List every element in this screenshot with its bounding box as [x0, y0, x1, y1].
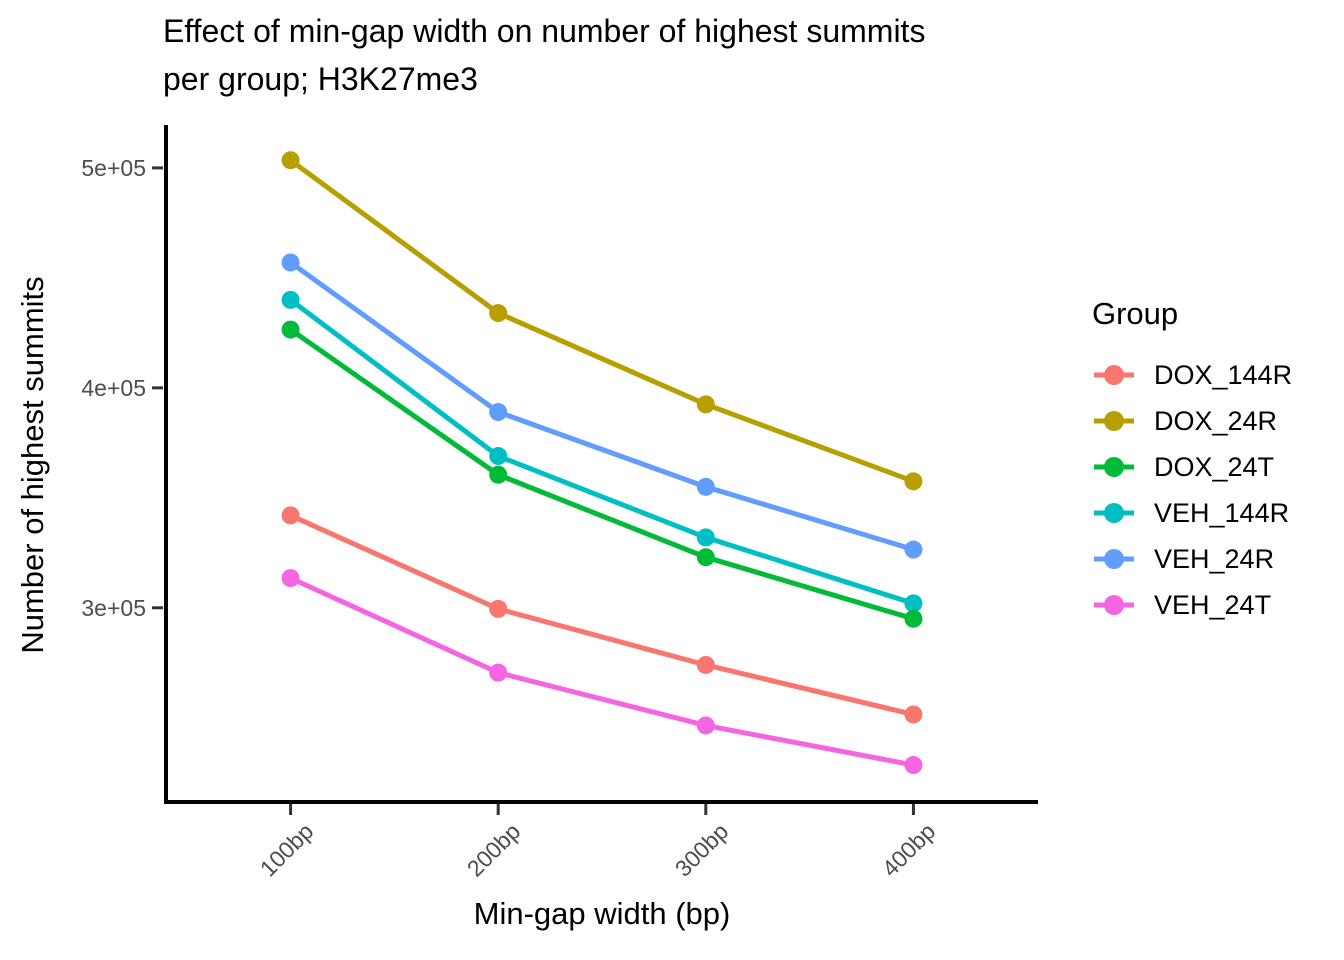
- data-point-DOX_24T-300bp: [696, 548, 715, 567]
- legend-item-label: VEH_24R: [1154, 543, 1275, 574]
- data-point-VEH_24R-100bp: [281, 253, 300, 272]
- data-point-DOX_144R-400bp: [904, 705, 923, 724]
- series-line-VEH_24R: [289, 260, 915, 552]
- legend-item-label: VEH_144R: [1154, 497, 1290, 528]
- legend-key-icon: [1094, 411, 1134, 431]
- legend-items: DOX_144R DOX_24R DOX_24T VEH_144R VEH_24R VEH…: [1092, 352, 1292, 628]
- series-line-VEH_24T: [289, 575, 914, 768]
- legend-item-VEH_144R: VEH_144R: [1092, 490, 1292, 536]
- data-point-VEH_24R-200bp: [489, 403, 508, 422]
- data-point-DOX_24R-400bp: [904, 472, 923, 491]
- data-point-DOX_24R-300bp: [696, 395, 715, 414]
- data-point-DOX_24T-400bp: [904, 609, 923, 628]
- data-point-VEH_24R-300bp: [696, 477, 715, 496]
- data-point-DOX_144R-100bp: [281, 506, 300, 525]
- data-point-DOX_24R-200bp: [489, 304, 508, 323]
- chart-title: Effect of min-gap width on number of hig…: [163, 13, 926, 97]
- data-point-VEH_144R-200bp: [489, 447, 508, 466]
- data-point-VEH_144R-300bp: [696, 528, 715, 547]
- data-point-DOX_24T-200bp: [489, 465, 508, 484]
- legend-key-icon: [1094, 457, 1134, 477]
- data-point-VEH_24T-300bp: [696, 716, 715, 735]
- legend-item-label: VEH_24T: [1154, 589, 1272, 620]
- data-point-VEH_144R-100bp: [281, 290, 300, 309]
- legend-item-DOX_24R: DOX_24R: [1092, 398, 1292, 444]
- x-axis-title: Min-gap width (bp): [473, 896, 731, 931]
- data-point-DOX_24R-100bp: [281, 151, 300, 170]
- y-tick-label: 3e+05: [81, 594, 146, 621]
- legend-key-icon: [1094, 595, 1134, 615]
- legend-item-DOX_144R: DOX_144R: [1092, 352, 1292, 398]
- y-axis-title: Number of highest summits: [15, 276, 50, 654]
- legend-title: Group: [1092, 296, 1179, 331]
- data-point-DOX_144R-200bp: [489, 599, 508, 618]
- data-point-VEH_24T-100bp: [281, 569, 300, 588]
- data-point-VEH_24R-400bp: [904, 540, 923, 559]
- legend-item-label: DOX_24R: [1154, 405, 1278, 436]
- series-line-DOX_24R: [289, 158, 915, 484]
- legend-item-VEH_24T: VEH_24T: [1092, 582, 1292, 628]
- legend-key-icon: [1094, 549, 1134, 569]
- legend-item-label: DOX_144R: [1154, 359, 1293, 390]
- series-line-DOX_24T: [289, 327, 915, 622]
- y-tick-label: 5e+05: [81, 154, 146, 181]
- series-line-VEH_144R: [289, 297, 915, 606]
- legend-item-label: DOX_24T: [1154, 451, 1275, 482]
- series-line-DOX_144R: [289, 513, 915, 717]
- data-point-VEH_144R-400bp: [904, 594, 923, 613]
- legend-key-icon: [1094, 503, 1134, 523]
- legend-item-DOX_24T: DOX_24T: [1092, 444, 1292, 490]
- data-point-VEH_24T-200bp: [489, 663, 508, 682]
- y-tick-label: 4e+05: [81, 374, 146, 401]
- data-point-DOX_24T-100bp: [281, 320, 300, 339]
- data-point-DOX_144R-300bp: [696, 655, 715, 674]
- legend: Group DOX_144R DOX_24R DOX_24T VEH_144R VEH_…: [1092, 296, 1292, 628]
- data-point-VEH_24T-400bp: [904, 756, 923, 775]
- legend-key-icon: [1094, 365, 1134, 385]
- legend-item-VEH_24R: VEH_24R: [1092, 536, 1292, 582]
